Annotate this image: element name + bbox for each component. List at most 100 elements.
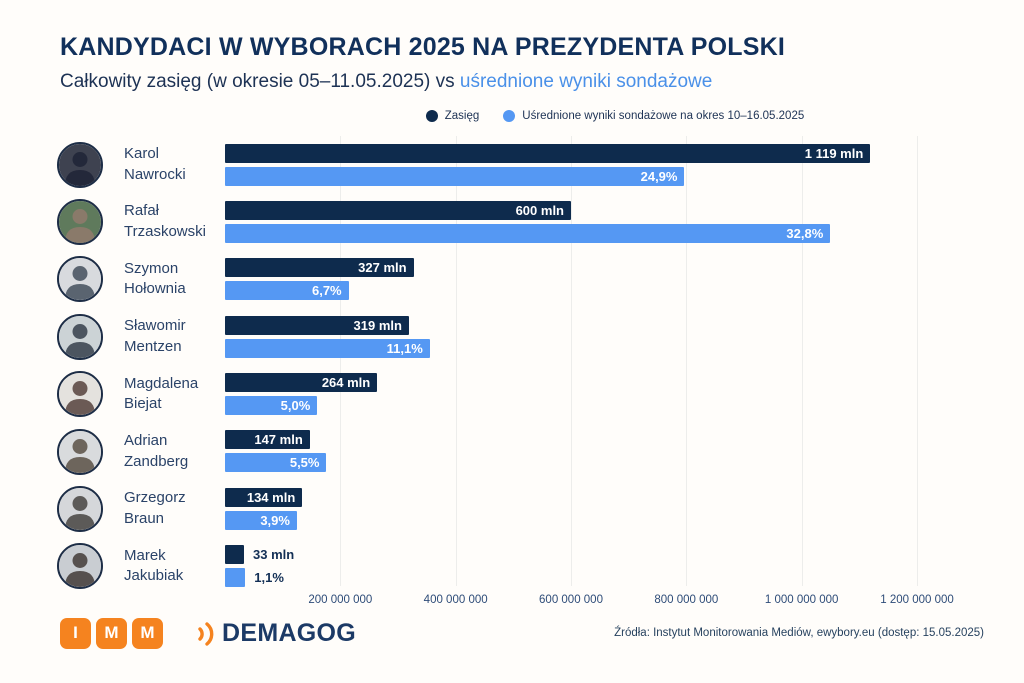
candidate-name: Karol Nawrocki <box>124 145 186 183</box>
bar-value-label: 319 mln <box>353 317 402 333</box>
candidate-row: Rafał Trzaskowski 600 mln 32,8% <box>0 193 1024 250</box>
candidate-name: Sławomir Mentzen <box>124 317 186 355</box>
bar-value-label: 6,7% <box>311 283 342 299</box>
candidate-info: Grzegorz Braun <box>0 480 225 537</box>
bar: 3,9% <box>225 510 297 530</box>
subtitle-highlight: uśrednione wyniki sondażowe <box>459 71 713 92</box>
poll-bar-line: 5,0% <box>225 396 1024 416</box>
legend-label: Zasięg <box>444 110 480 122</box>
candidate-row: Szymon Hołownia 327 mln 6,7% <box>0 251 1024 308</box>
candidate-avatar <box>57 428 103 475</box>
candidate-info: Magdalena Biejat <box>0 366 225 423</box>
bar: 1 119 mln <box>225 143 871 163</box>
page-title: KANDYDACI W WYBORACH 2025 NA PREZYDENTA … <box>60 33 785 61</box>
candidate-bars: 600 mln 32,8% <box>225 193 1024 250</box>
bar-value-label: 134 mln <box>246 489 296 505</box>
candidate-name: Grzegorz Braun <box>124 489 186 528</box>
candidate-row: Magdalena Biejat 264 mln 5,0% <box>0 366 1024 423</box>
candidate-bars: 134 mln 3,9% <box>225 480 1024 537</box>
bar: 32,8% <box>225 223 831 243</box>
candidate-row: Adrian Zandberg 147 mln 5,5% <box>0 423 1024 480</box>
bar: 5,0% <box>225 396 318 416</box>
x-axis-tick: 400 000 000 <box>423 594 488 606</box>
candidate-name: Szymon Hołownia <box>124 259 186 298</box>
candidate-avatar <box>57 543 103 590</box>
candidate-bars: 1 119 mln 24,9% <box>225 136 1024 193</box>
candidate-bars: 147 mln 5,5% <box>225 423 1024 480</box>
bar: 134 mln <box>225 487 303 507</box>
bar: 6,7% <box>225 281 349 301</box>
legend-label: Uśrednione wyniki sondażowe na okres 10–… <box>522 110 805 122</box>
reach-bar-line: 147 mln <box>225 430 1024 450</box>
bar-value-label: 5,0% <box>280 398 311 414</box>
bar-chart: Karol Nawrocki 1 119 mln 24,9% Rafał Trzas… <box>0 136 1024 606</box>
candidate-info: Karol Nawrocki <box>0 136 225 193</box>
poll-bar-line: 5,5% <box>225 453 1024 473</box>
bar-value-label: 32,8% <box>786 225 824 241</box>
x-axis: 200 000 000 400 000 000 600 000 000 800 000… <box>0 586 1024 614</box>
demagog-logo: DEMAGOG <box>193 619 356 648</box>
poll-bar-line: 32,8% <box>225 223 1024 243</box>
poll-bar-line: 24,9% <box>225 166 1024 186</box>
bar: 147 mln <box>225 430 310 450</box>
legend-item: Uśrednione wyniki sondażowe na okres 10–… <box>503 110 804 122</box>
bar-value-label: 327 mln <box>358 260 407 276</box>
reach-bar-line: 134 mln <box>225 487 1024 507</box>
reach-bar-line: 1 119 mln <box>225 143 1024 163</box>
imm-logo-letter: I <box>60 617 91 649</box>
poll-bar-line: 6,7% <box>225 281 1024 301</box>
x-axis-tick: 1 200 000 000 <box>880 594 954 606</box>
soundwave-icon <box>193 619 217 647</box>
poll-bar-line: 11,1% <box>225 338 1024 358</box>
x-axis-tick: 800 000 000 <box>654 594 719 606</box>
chart-rows: Karol Nawrocki 1 119 mln 24,9% Rafał Trzas… <box>0 136 1024 595</box>
bar: 264 mln <box>225 373 378 393</box>
imm-logo-letter: M <box>96 617 127 649</box>
candidate-avatar <box>57 486 103 533</box>
candidate-avatar <box>57 141 103 188</box>
candidate-info: Adrian Zandberg <box>0 423 225 480</box>
poll-bar-line: 1,1% <box>225 568 1024 588</box>
candidate-name: Magdalena Biejat <box>124 374 199 413</box>
bar: 327 mln <box>225 258 414 278</box>
bar-value-label: 5,5% <box>289 455 320 471</box>
bar: 24,9% <box>225 166 685 186</box>
bar-value-label: 3,9% <box>260 512 290 528</box>
bar: 11,1% <box>225 338 430 358</box>
reach-bar-line: 600 mln <box>225 200 1024 220</box>
bar-value-label: 600 mln <box>515 202 564 218</box>
candidate-row: Marek Jakubiak 33 mln 1,1% <box>0 538 1024 595</box>
page-subtitle: Całkowity zasięg (w okresie 05–11.05.202… <box>60 71 712 93</box>
candidate-bars: 33 mln 1,1% <box>225 538 1024 595</box>
candidate-bars: 327 mln 6,7% <box>225 251 1024 308</box>
bar-value-label: 147 mln <box>254 432 303 448</box>
bar-value-label: 1,1% <box>254 570 284 586</box>
bar: 600 mln <box>225 200 571 220</box>
source-note: Źródła: Instytut Monitorowania Mediów, e… <box>614 627 984 639</box>
candidate-row: Sławomir Mentzen 319 mln 11,1% <box>0 308 1024 365</box>
bar-value-label: 264 mln <box>321 375 371 391</box>
candidate-avatar <box>57 313 103 360</box>
bar: 5,5% <box>225 453 327 473</box>
reach-bar-line: 327 mln <box>225 258 1024 278</box>
reach-bar-line: 264 mln <box>225 373 1024 393</box>
candidate-avatar <box>57 256 103 303</box>
poll-bar-line: 3,9% <box>225 510 1024 530</box>
candidate-bars: 264 mln 5,0% <box>225 366 1024 423</box>
bar-value-label: 24,9% <box>640 168 678 184</box>
bar-value-label: 1 119 mln <box>804 145 864 161</box>
candidate-name: Marek Jakubiak <box>124 546 184 585</box>
candidate-info: Sławomir Mentzen <box>0 308 225 365</box>
imm-logo-letter: M <box>132 617 163 649</box>
candidate-bars: 319 mln 11,1% <box>225 308 1024 365</box>
candidate-info: Marek Jakubiak <box>0 538 225 595</box>
candidate-row: Karol Nawrocki 1 119 mln 24,9% <box>0 136 1024 193</box>
x-axis-tick: 200 000 000 <box>308 594 373 606</box>
candidate-avatar <box>57 199 103 246</box>
reach-legend-dot-icon <box>425 110 438 122</box>
bar <box>225 568 246 588</box>
candidate-info: Rafał Trzaskowski <box>0 193 225 250</box>
